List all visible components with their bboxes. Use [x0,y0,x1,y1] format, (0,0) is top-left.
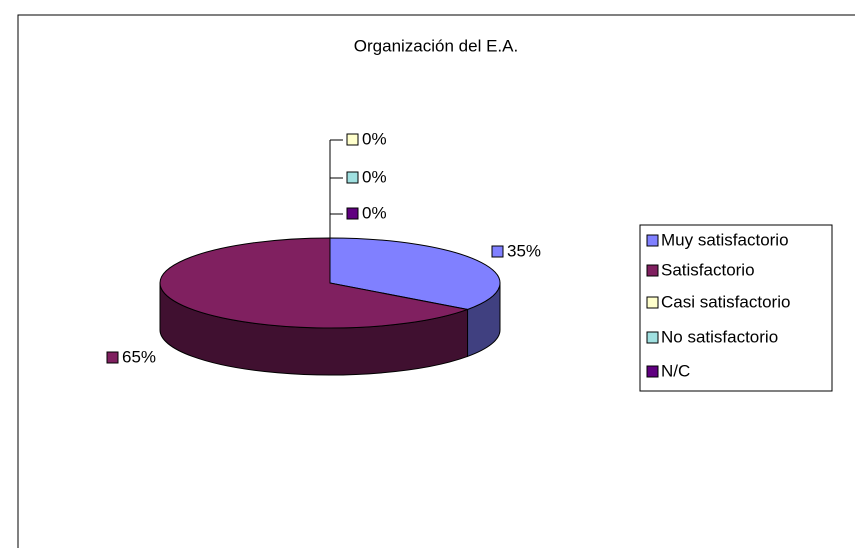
legend-label: Satisfactorio [661,260,755,279]
data-label: 35% [507,241,541,260]
legend-swatch [646,296,659,309]
legend-label: Casi satisfactorio [661,292,790,311]
legend-swatch [646,331,659,344]
label-swatch [346,133,359,146]
legend-label: Muy satisfactorio [661,230,789,249]
slice [159,237,470,329]
label-swatch [346,171,359,184]
data-label: 65% [122,347,156,366]
label-swatch [106,351,119,364]
legend-swatch [646,234,659,247]
data-label: 0% [362,203,387,222]
label-swatch [491,245,504,258]
legend-box [639,224,833,392]
data-label: 0% [362,129,387,148]
legend-swatch [646,264,659,277]
legend-label: N/C [661,361,690,380]
legend-label: No satisfactorio [661,327,778,346]
legend-swatch [646,365,659,378]
label-swatch [346,207,359,220]
data-label: 0% [362,167,387,186]
chart-title: Organización del E.A. [354,36,518,55]
slice [329,237,501,310]
